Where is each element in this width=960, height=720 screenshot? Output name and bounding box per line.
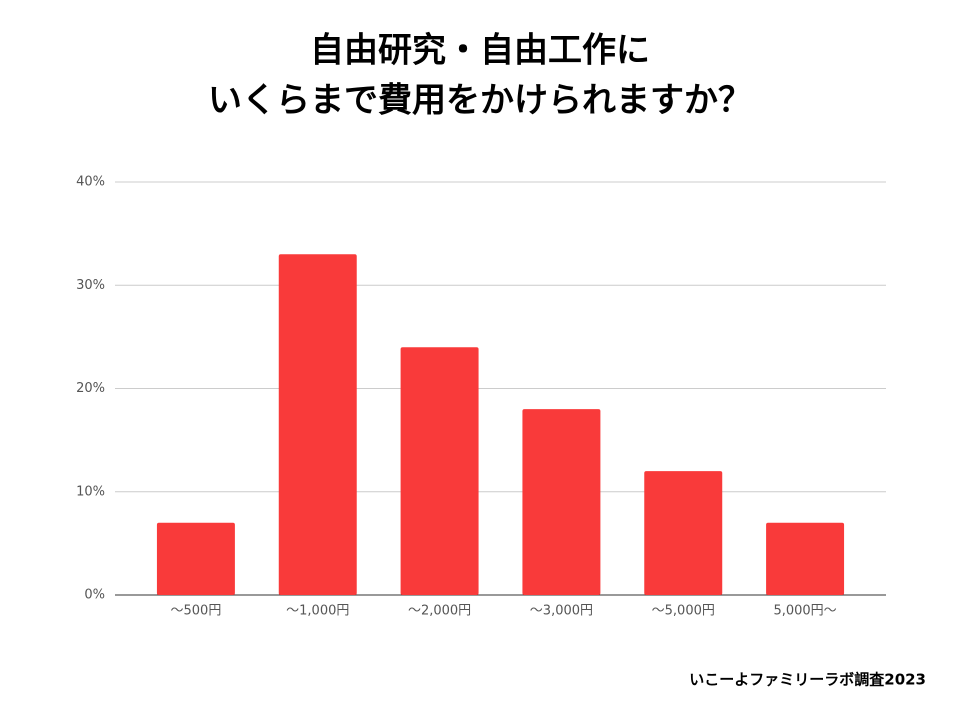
y-tick-label: 20%: [76, 381, 105, 396]
x-tick-label: ～3,000円: [530, 604, 593, 619]
y-tick-label: 0%: [84, 588, 105, 603]
y-tick-label: 30%: [76, 278, 105, 293]
bar: [400, 347, 479, 595]
x-tick-label: ～5,000円: [652, 604, 715, 619]
bar: [278, 254, 357, 595]
bar: [766, 522, 845, 595]
bar: [522, 409, 601, 595]
x-tick-label: ～1,000円: [286, 604, 349, 619]
bar: [156, 522, 235, 595]
bar: [644, 471, 723, 595]
y-tick-label: 10%: [76, 484, 105, 499]
x-tick-label: ～2,000円: [408, 604, 471, 619]
source-note: いこーよファミリーラボ調査2023: [689, 671, 926, 689]
chart-title: いくらまで費用をかけられますか？: [208, 81, 752, 121]
chart-title: 自由研究・自由工作に: [310, 31, 650, 71]
y-tick-label: 40%: [76, 175, 105, 190]
x-tick-label: ～500円: [171, 604, 222, 619]
x-tick-label: 5,000円～: [773, 604, 836, 619]
